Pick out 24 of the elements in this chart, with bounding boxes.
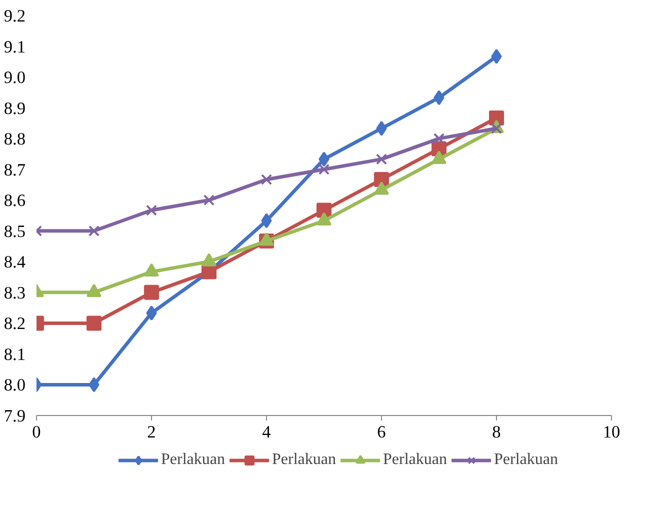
y-tick-label: 8.3 bbox=[4, 283, 26, 302]
legend-label: Perlakuan bbox=[494, 451, 558, 469]
legend-label: Perlakuan bbox=[272, 451, 336, 469]
y-tick-label: 8.9 bbox=[4, 98, 26, 118]
y-tick-label: 8.4 bbox=[4, 252, 26, 272]
y-tick-label: 8.2 bbox=[4, 314, 26, 334]
y-tick-label: 8.1 bbox=[4, 344, 26, 364]
y-tick-label: 9.1 bbox=[4, 37, 26, 56]
x-tick-label: 10 bbox=[602, 422, 620, 442]
y-tick-label: 9.0 bbox=[4, 68, 26, 88]
x-tick-label: 6 bbox=[377, 422, 386, 442]
x-tick-label: 8 bbox=[492, 422, 501, 442]
x-tick-label: 2 bbox=[147, 422, 156, 442]
legend-label: Perlakuan bbox=[383, 451, 447, 469]
y-tick-label: 9.2 bbox=[4, 6, 26, 26]
legend-label: Perlakuan bbox=[161, 451, 226, 469]
y-tick-label: 7.9 bbox=[4, 406, 26, 426]
x-tick-label: 4 bbox=[262, 422, 272, 442]
y-tick-label: 8.6 bbox=[4, 191, 26, 210]
y-tick-label: 8.8 bbox=[4, 130, 26, 149]
y-tick-label: 8.0 bbox=[4, 376, 26, 395]
y-tick-label: 8.7 bbox=[4, 160, 26, 180]
x-tick-label: 0 bbox=[32, 422, 41, 442]
y-tick-label: 8.5 bbox=[4, 222, 26, 241]
